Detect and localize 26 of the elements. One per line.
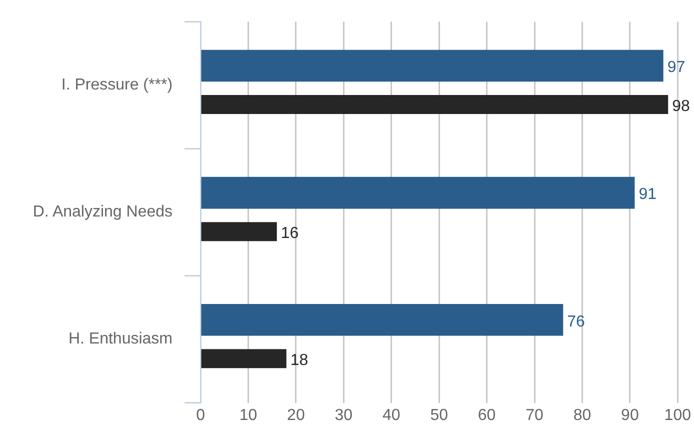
x-tick-label: 90 <box>621 406 639 424</box>
bar <box>201 222 277 242</box>
x-tick-label: 40 <box>382 406 400 424</box>
x-tick-label: 70 <box>526 406 544 424</box>
y-tick-label: H. Enthusiasm <box>68 330 173 348</box>
x-tick-label: 10 <box>239 406 258 424</box>
x-tick-label: 100 <box>664 406 692 424</box>
y-tick-label: D. Analyzing Needs <box>32 204 173 221</box>
bar <box>201 176 635 209</box>
x-tick-label: 50 <box>430 406 448 424</box>
x-tick-label: 20 <box>287 406 305 424</box>
x-tick-label: 60 <box>478 406 496 424</box>
bar <box>201 95 668 114</box>
x-tick-label: 80 <box>573 406 592 424</box>
data-label: 97 <box>667 59 686 76</box>
data-label: 98 <box>672 98 690 115</box>
bar <box>201 304 564 336</box>
x-tick-label: 0 <box>196 406 206 424</box>
bar <box>201 349 286 368</box>
data-label: 76 <box>567 313 586 330</box>
x-tick-label: 30 <box>334 406 353 424</box>
y-tick-label: I. Pressure (***) <box>61 76 173 94</box>
data-label: 16 <box>280 224 299 242</box>
data-label: 18 <box>290 352 308 370</box>
bar <box>201 50 664 82</box>
data-label: 91 <box>638 186 657 204</box>
